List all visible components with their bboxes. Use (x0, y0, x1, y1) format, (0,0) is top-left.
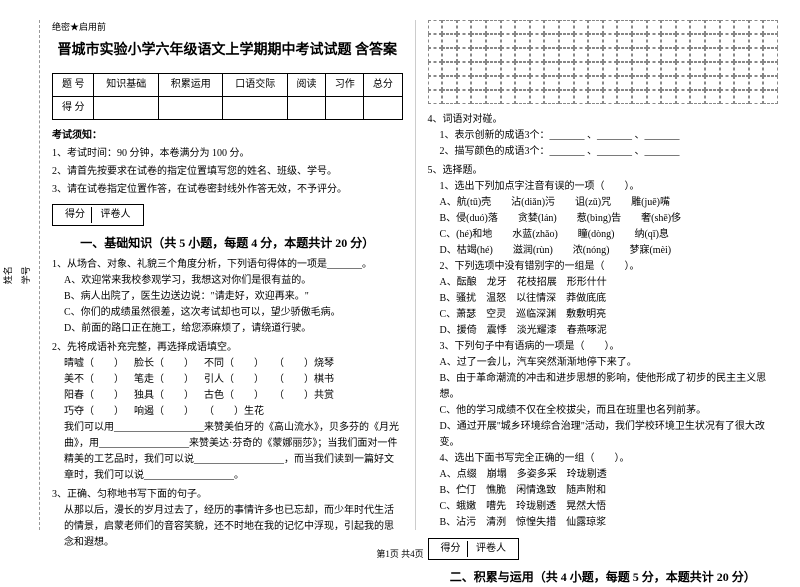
idiom: 笔走（ ） (134, 372, 204, 388)
q2-stem: 2、先将成语补充完整，再选择成语填空。 (52, 340, 403, 356)
idiom: 阳春（ ） (64, 388, 134, 404)
q5-sub3: 3、下列句子中有语病的一项是（ ）。 (440, 339, 779, 355)
blank-cell[interactable] (94, 96, 159, 119)
th: 口语交际 (223, 73, 288, 96)
notice-title: 考试须知： (52, 128, 403, 144)
q5-sub4: 4、选出下面书写完全正确的一组（ ）。 (440, 451, 779, 467)
th: 积累运用 (158, 73, 223, 96)
q1-opt: A、欢迎常来我校参观学习，我想这对你们是很有益的。 (64, 273, 403, 289)
blank-cell[interactable] (364, 96, 402, 119)
writing-grid[interactable] (428, 20, 779, 104)
score-label: 得分 (59, 207, 92, 223)
question-4: 4、词语对对碰。 1、表示创新的成语3个：_______ 、_______ 、_… (428, 112, 779, 160)
q4-line: 1、表示创新的成语3个：_______ 、_______ 、_______ (440, 128, 779, 144)
q5-opt: D、通过开展"城乡环境综合治理"活动，我们学校环境卫生状况有了很大改变。 (440, 419, 779, 451)
q5-opt: C、蛾嫩 嘈先 玲珑剔透 晃然大悟 (440, 499, 779, 515)
idiom: （ ）烧琴 (274, 356, 344, 372)
q4-line: 2、描写颜色的成语3个：_______ 、_______ 、_______ (440, 144, 779, 160)
idiom: 引人（ ） (204, 372, 274, 388)
q5-opt: A、点缀 崩塌 多姿多采 玲珑剔透 (440, 467, 779, 483)
th: 阅读 (287, 73, 325, 96)
q5-opt: B、沾污 清洌 惊惶失措 仙露琼浆 (440, 515, 779, 531)
question-2: 2、先将成语补充完整，再选择成语填空。 晴嘘（ ）脸长（ ）不同（ ）（ ）烧琴… (52, 340, 403, 484)
q5-opt: A、航(tū)壳 沾(diǎn)污 诅(zǔ)咒 雕(juē)嘴 (440, 195, 779, 211)
margin-label: 学号 (19, 266, 33, 284)
right-column: 4、词语对对碰。 1、表示创新的成语3个：_______ 、_______ 、_… (416, 20, 791, 530)
idiom: 晴嘘（ ） (64, 356, 134, 372)
q2-fill: 我们可以用__________________来赞美伯牙的《高山流水》，贝多芬的… (64, 420, 403, 484)
q5-opt: A、酝酿 龙牙 花枝招展 形形什什 (440, 275, 779, 291)
q5-sub1: 1、选出下列加点字注音有误的一项（ ）。 (440, 179, 779, 195)
marker-label: 评卷人 (95, 207, 137, 223)
q1-opt: D、前面的路口正在施工，给您添麻烦了，请绕道行驶。 (64, 321, 403, 337)
q5-opt: C、他的学习成绩不仅在全校拔尖，而且在班里也名列前茅。 (440, 403, 779, 419)
question-3: 3、正确、匀称地书写下面的句子。 从那以后，漫长的岁月过去了，经历的事情许多也已… (52, 487, 403, 551)
idiom: 不同（ ） (204, 356, 274, 372)
q1-opt: B、病人出院了，医生边送边说："请走好，欢迎再来。" (64, 289, 403, 305)
q4-stem: 4、词语对对碰。 (428, 112, 779, 128)
q5-opt: B、伫仃 憔脆 闲情逸致 随声附和 (440, 483, 779, 499)
question-1: 1、从场合、对象、礼貌三个角度分析，下列语句得体的一项是_______。 A、欢… (52, 257, 403, 337)
score-table: 题 号 知识基础 积累运用 口语交际 阅读 习作 总分 得 分 (52, 73, 403, 120)
blank-cell[interactable] (287, 96, 325, 119)
q1-opt: C、你们的成绩虽然很差，这次考试却也可以，望少骄傲毛病。 (64, 305, 403, 321)
notice-item: 3、请在试卷指定位置作答，在试卷密封线外作答无效，不予评分。 (52, 182, 403, 198)
q5-opt: B、由于革命潮流的冲击和进步思想的影响，使他形成了初步的民主主义思想。 (440, 371, 779, 403)
th: 知识基础 (94, 73, 159, 96)
q5-sub2: 2、下列选项中没有错别字的一组是（ ）。 (440, 259, 779, 275)
idiom: 巧夺（ ） (64, 404, 134, 420)
q5-opt: A、过了一会儿，汽车突然渐渐地停下来了。 (440, 355, 779, 371)
score-sign-box: 得分 评卷人 (52, 204, 144, 226)
notice-item: 1、考试时间：90 分钟，本卷满分为 100 分。 (52, 146, 403, 162)
row-label: 得 分 (53, 96, 94, 119)
q5-opt: C、萧瑟 空灵 巡临深渊 敷敷明亮 (440, 307, 779, 323)
idiom: 独具（ ） (134, 388, 204, 404)
q3-text: 从那以后，漫长的岁月过去了，经历的事情许多也已忘却，而少年时代生活的情景，启蒙老… (64, 503, 403, 551)
idiom: 古色（ ） (204, 388, 274, 404)
margin-label: 姓名 (1, 266, 15, 284)
question-5: 5、选择题。 1、选出下列加点字注音有误的一项（ ）。 A、航(tū)壳 沾(d… (428, 163, 779, 531)
th: 题 号 (53, 73, 94, 96)
blank-cell[interactable] (326, 96, 364, 119)
binding-margin: 学号 姓名 班级 学校 乡镇(街道) (10, 20, 40, 530)
th: 习作 (326, 73, 364, 96)
idiom: 响遏（ ） (134, 404, 204, 420)
q1-stem: 1、从场合、对象、礼貌三个角度分析，下列语句得体的一项是_______。 (52, 257, 403, 273)
idiom: （ ）共赏 (274, 388, 344, 404)
idiom: 脸长（ ） (134, 356, 204, 372)
th: 总分 (364, 73, 402, 96)
notice-block: 考试须知： 1、考试时间：90 分钟，本卷满分为 100 分。 2、请首先按要求… (52, 128, 403, 198)
section-2-title: 二、积累与运用（共 4 小题，每题 5 分，本题共计 20 分） (428, 568, 779, 587)
blank-cell[interactable] (223, 96, 288, 119)
blank-cell[interactable] (158, 96, 223, 119)
idiom: （ ）棋书 (274, 372, 344, 388)
left-column: 绝密★启用前 晋城市实验小学六年级语文上学期期中考试试题 含答案 题 号 知识基… (40, 20, 416, 530)
q5-opt: D、援倚 震悸 淡光耀漆 春燕啄泥 (440, 323, 779, 339)
q3-stem: 3、正确、匀称地书写下面的句子。 (52, 487, 403, 503)
q5-opt: B、侵(duó)落 贪婪(lán) 惹(bìng)告 奢(shē)侈 (440, 211, 779, 227)
q5-opt: D、枯竭(hé) 滋润(rùn) 浓(nóng) 梦寐(mèi) (440, 243, 779, 259)
section-1-title: 一、基础知识（共 5 小题，每题 4 分，本题共计 20 分） (52, 234, 403, 253)
secrecy-mark: 绝密★启用前 (52, 20, 403, 34)
q5-opt: C、(hé)和地 水蓝(zhǎo) 瞳(dòng) 纳(qī)息 (440, 227, 779, 243)
page-footer: 第1页 共4页 (0, 547, 800, 561)
notice-item: 2、请首先按要求在试卷的指定位置填写您的姓名、班级、学号。 (52, 164, 403, 180)
idiom: （ ）生花 (204, 404, 274, 420)
idiom: 美不（ ） (64, 372, 134, 388)
q5-stem: 5、选择题。 (428, 163, 779, 179)
exam-title: 晋城市实验小学六年级语文上学期期中考试试题 含答案 (52, 40, 403, 62)
q5-opt: B、骚扰 温怒 以往情深 莽做底底 (440, 291, 779, 307)
